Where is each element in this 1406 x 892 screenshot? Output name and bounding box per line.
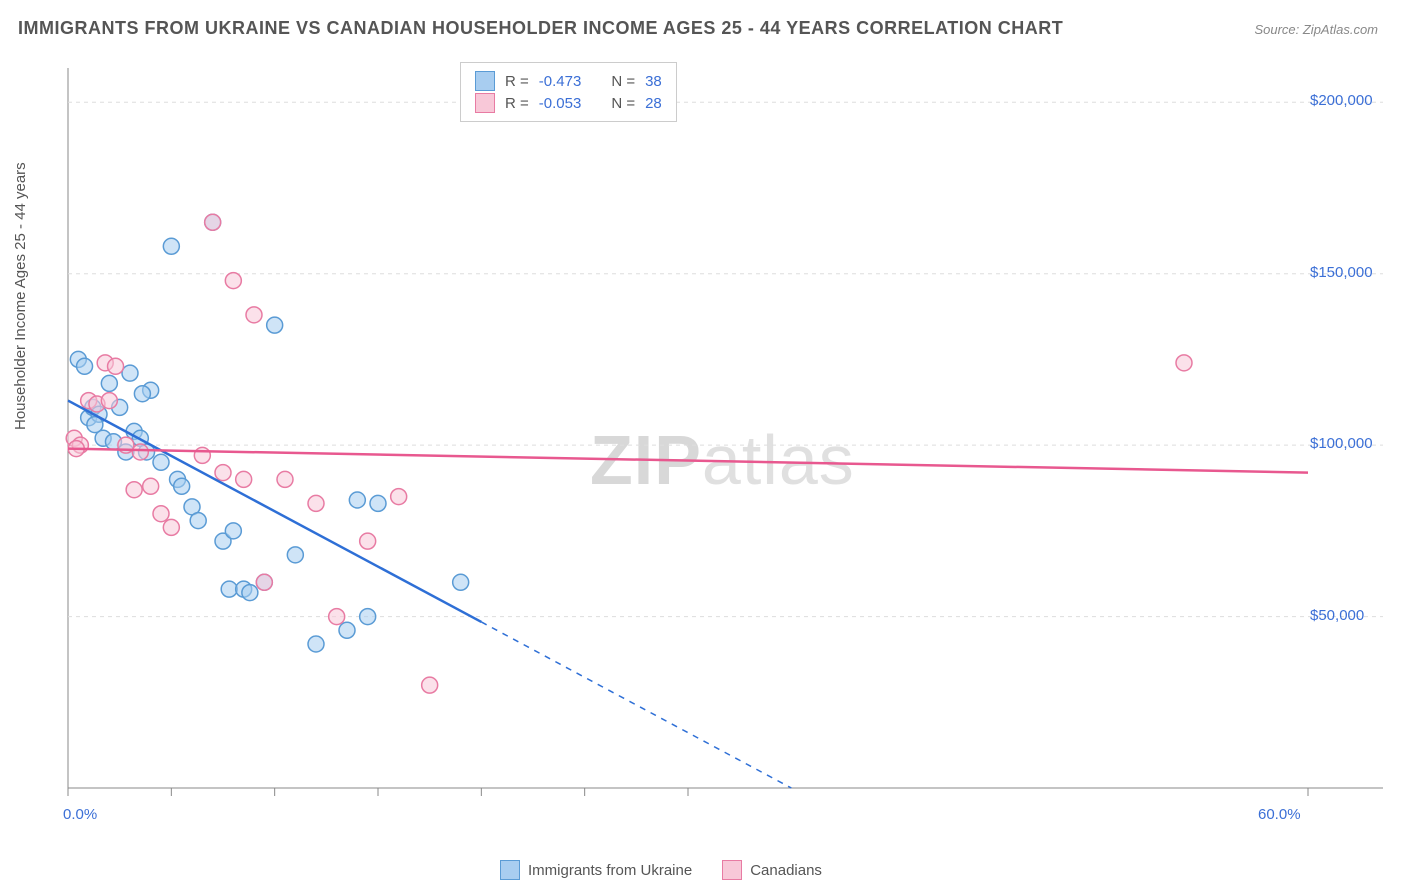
data-point (256, 574, 272, 590)
y-tick-label: $200,000 (1310, 92, 1373, 109)
n-value: 28 (645, 95, 662, 112)
data-point (205, 214, 221, 230)
data-point (391, 489, 407, 505)
n-label: N = (611, 73, 635, 90)
data-point (108, 358, 124, 374)
y-axis-label: Householder Income Ages 25 - 44 years (12, 162, 29, 430)
data-point (190, 513, 206, 529)
legend-label: Immigrants from Ukraine (528, 862, 692, 879)
trend-line (68, 449, 1308, 473)
data-point (221, 581, 237, 597)
n-label: N = (611, 95, 635, 112)
data-point (277, 471, 293, 487)
r-value: -0.053 (539, 95, 582, 112)
data-point (370, 495, 386, 511)
data-point (422, 677, 438, 693)
legend-label: Canadians (750, 862, 822, 879)
chart-title: IMMIGRANTS FROM UKRAINE VS CANADIAN HOUS… (18, 18, 1063, 39)
data-point (360, 533, 376, 549)
legend-item: Canadians (722, 860, 822, 880)
legend-row: R = -0.053 N = 28 (475, 93, 662, 113)
data-point (174, 478, 190, 494)
data-point (132, 444, 148, 460)
data-point (101, 375, 117, 391)
x-tick-label: 0.0% (63, 806, 97, 823)
r-value: -0.473 (539, 73, 582, 90)
data-point (153, 454, 169, 470)
series-legend: Immigrants from Ukraine Canadians (500, 860, 822, 880)
data-point (101, 393, 117, 409)
legend-swatch (475, 93, 495, 113)
data-point (225, 523, 241, 539)
n-value: 38 (645, 73, 662, 90)
data-point (134, 386, 150, 402)
data-point (236, 471, 252, 487)
legend-swatch (475, 71, 495, 91)
trend-line-dashed (481, 622, 791, 788)
data-point (339, 622, 355, 638)
data-point (163, 238, 179, 254)
data-point (215, 465, 231, 481)
data-point (153, 506, 169, 522)
legend-swatch (722, 860, 742, 880)
legend-row: R = -0.473 N = 38 (475, 71, 662, 91)
data-point (287, 547, 303, 563)
data-point (267, 317, 283, 333)
data-point (163, 519, 179, 535)
data-point (308, 636, 324, 652)
scatter-chart (58, 58, 1388, 828)
x-tick-label: 60.0% (1258, 806, 1301, 823)
data-point (329, 609, 345, 625)
y-tick-label: $150,000 (1310, 264, 1373, 281)
data-point (225, 273, 241, 289)
data-point (453, 574, 469, 590)
y-tick-label: $100,000 (1310, 435, 1373, 452)
data-point (1176, 355, 1192, 371)
trend-line (68, 401, 481, 622)
legend-swatch (500, 860, 520, 880)
data-point (246, 307, 262, 323)
data-point (122, 365, 138, 381)
data-point (77, 358, 93, 374)
correlation-legend: R = -0.473 N = 38 R = -0.053 N = 28 (460, 62, 677, 122)
data-point (308, 495, 324, 511)
data-point (126, 482, 142, 498)
data-point (242, 585, 258, 601)
r-label: R = (505, 73, 529, 90)
r-label: R = (505, 95, 529, 112)
data-point (360, 609, 376, 625)
data-point (143, 478, 159, 494)
y-tick-label: $50,000 (1310, 607, 1364, 624)
legend-item: Immigrants from Ukraine (500, 860, 692, 880)
data-point (349, 492, 365, 508)
source-credit: Source: ZipAtlas.com (1254, 22, 1378, 37)
